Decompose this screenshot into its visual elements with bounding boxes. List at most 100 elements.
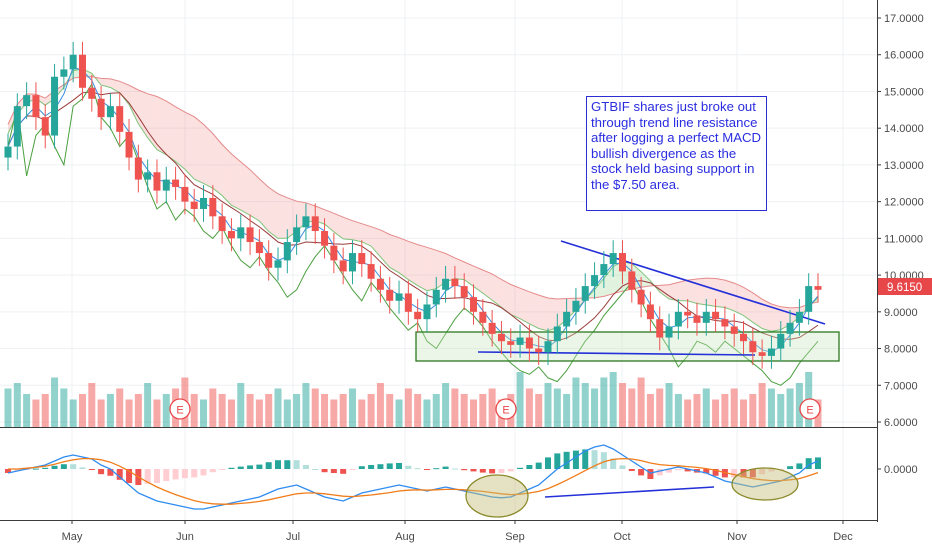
candle-body xyxy=(172,179,180,187)
volume-bar xyxy=(78,394,86,427)
earnings-marker[interactable] xyxy=(799,398,821,420)
macd-histogram-bar xyxy=(563,451,570,469)
volume-bar xyxy=(693,394,701,427)
volume-bar xyxy=(255,399,263,427)
candle-body xyxy=(218,216,226,232)
candle-body xyxy=(460,286,468,298)
candle-body xyxy=(4,146,12,158)
macd-histogram-bar xyxy=(126,469,133,483)
volume-bar xyxy=(535,394,543,427)
volume-bar xyxy=(618,383,626,427)
macd-histogram-bar xyxy=(666,469,673,473)
cloud-segment xyxy=(408,241,418,286)
volume-bar xyxy=(777,394,785,427)
macd-histogram-bar xyxy=(759,469,766,475)
macd-histogram-bar xyxy=(293,460,300,469)
macd-axis[interactable]: 0.0000 xyxy=(877,464,918,476)
volume-bar xyxy=(376,383,384,427)
volume-bar xyxy=(330,399,338,427)
volume-bar xyxy=(274,388,282,427)
macd-histogram-bar xyxy=(610,458,617,469)
macd-histogram-bar xyxy=(200,469,207,476)
macd-histogram-bar xyxy=(638,469,645,476)
volume-bar xyxy=(60,388,68,427)
price-tick-label: 11.0000 xyxy=(884,233,923,245)
macd-line xyxy=(7,444,819,510)
ichimoku-cloud xyxy=(8,68,818,332)
macd-histogram-bar xyxy=(302,465,309,469)
price-axis[interactable]: 17.0000 16.0000 15.0000 14.0000 13.0000 12.00… xyxy=(877,13,924,429)
cloud-segment xyxy=(454,257,465,280)
candle-body xyxy=(144,172,152,180)
macd-histogram-bar xyxy=(191,469,198,478)
volume-bar xyxy=(246,394,254,427)
candle-body xyxy=(227,231,235,239)
volume-bar xyxy=(283,399,291,427)
cloud-segment xyxy=(119,81,130,105)
macd-histogram-bar xyxy=(265,462,272,469)
cloud-segment xyxy=(184,112,195,180)
candle-body xyxy=(367,264,375,279)
volume-bar xyxy=(190,394,198,427)
volume-bar xyxy=(740,399,748,427)
price-tick-label: 13.0000 xyxy=(884,160,924,172)
volume-bar xyxy=(488,388,496,427)
cloud-segment xyxy=(696,278,707,305)
cloud-segment xyxy=(678,280,688,301)
candle-body xyxy=(358,253,366,265)
earnings-label: E xyxy=(806,405,813,417)
macd-histogram-bar xyxy=(51,465,58,469)
candle-body xyxy=(32,95,40,118)
volume-bar xyxy=(553,388,561,427)
macd-histogram-bar xyxy=(433,468,440,470)
price-tick-label: 8.0000 xyxy=(884,344,918,356)
candle-body xyxy=(78,54,86,88)
volume-bar xyxy=(572,377,580,427)
volume-bar xyxy=(358,399,366,427)
macd-histogram-bar xyxy=(535,462,542,469)
volume-bar xyxy=(702,388,710,427)
candle-body xyxy=(134,157,142,180)
candle-body xyxy=(153,172,161,191)
candle-body xyxy=(702,311,710,323)
candle-body xyxy=(404,293,412,312)
candle-body xyxy=(749,341,757,353)
signal-line xyxy=(8,457,819,505)
volume-bar xyxy=(51,377,59,427)
last-price-badge xyxy=(878,278,932,295)
candle-body xyxy=(488,322,496,334)
volume-bar xyxy=(656,388,664,427)
candle-body xyxy=(106,106,114,118)
cloud-segment xyxy=(156,96,167,155)
earnings-marker[interactable] xyxy=(495,398,517,420)
cloud-segment xyxy=(175,106,185,170)
volume-bar xyxy=(470,399,478,427)
candle-body xyxy=(302,216,310,228)
cloud-segment xyxy=(501,279,511,315)
volume-bar xyxy=(321,394,329,427)
volume-bar xyxy=(4,388,12,427)
volume-bar xyxy=(749,394,757,427)
macd-histogram-bar xyxy=(703,469,710,474)
volume-bar xyxy=(712,399,720,427)
time-axis[interactable]: May Jun Jul Aug Sep Oct Nov Dec xyxy=(62,520,854,543)
volume-bar xyxy=(200,399,208,427)
volume-bar xyxy=(795,383,803,427)
earnings-label: E xyxy=(176,405,183,417)
volume-bar xyxy=(767,388,775,427)
macd-histogram-bar xyxy=(526,465,533,469)
candle-body xyxy=(116,106,124,132)
time-tick-label: Jun xyxy=(176,531,194,543)
earnings-marker[interactable] xyxy=(169,398,191,420)
candle-body xyxy=(767,348,775,356)
price-tick-label: 15.0000 xyxy=(884,86,924,98)
cloud-segment xyxy=(510,284,521,319)
macd-histogram-bar xyxy=(209,469,216,473)
cloud-segment xyxy=(343,217,353,240)
macd-histogram-bar xyxy=(349,469,356,470)
volume-bar xyxy=(218,394,226,427)
macd-histogram-bar xyxy=(740,469,747,478)
volume-bar xyxy=(311,388,319,427)
volume-bar xyxy=(544,383,552,427)
